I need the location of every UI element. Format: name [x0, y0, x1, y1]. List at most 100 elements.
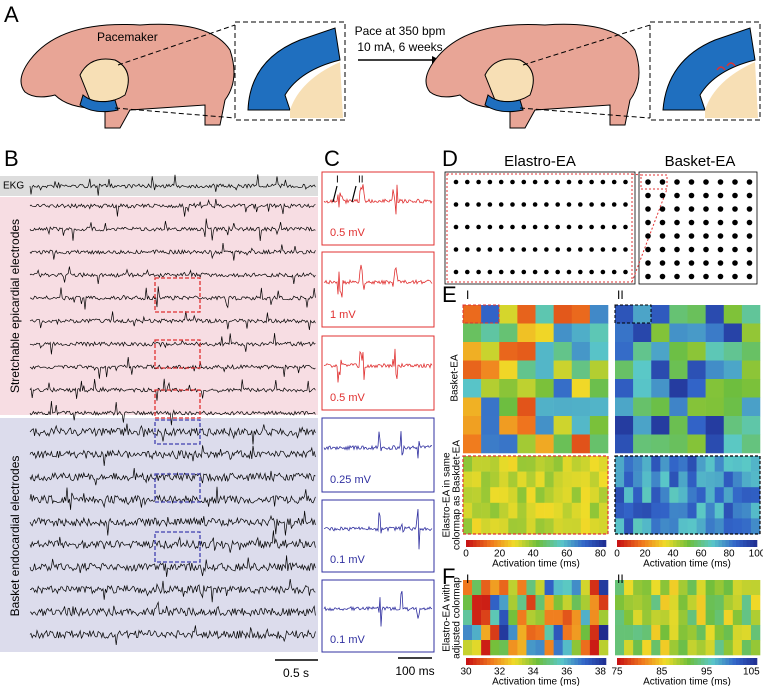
cell [499, 323, 518, 343]
electrode [510, 202, 515, 207]
cell [598, 625, 609, 641]
cell [535, 487, 545, 504]
trace-box [321, 171, 435, 246]
colorbar [715, 540, 719, 547]
electrode [487, 179, 493, 185]
electrode [611, 269, 617, 275]
cell [741, 640, 752, 656]
cell [472, 471, 482, 488]
cell [741, 610, 752, 626]
cell [499, 456, 509, 472]
cell [490, 456, 500, 472]
cell [714, 518, 725, 535]
cell [562, 625, 573, 641]
axis-label: Activation time (ms) [492, 559, 580, 570]
cell [463, 487, 473, 504]
cell [544, 595, 554, 611]
cell [660, 502, 670, 519]
cell [723, 342, 743, 361]
tick-label: 100 [749, 549, 763, 560]
cell [714, 487, 725, 504]
colorbar [557, 540, 561, 547]
cell [481, 456, 491, 472]
colorbar [753, 540, 758, 547]
cell [490, 595, 500, 611]
trace [29, 311, 316, 331]
trace [29, 625, 316, 646]
cell [535, 456, 545, 472]
electrode [476, 179, 481, 185]
cell [463, 580, 473, 596]
colorbar [634, 658, 639, 665]
cell [624, 595, 634, 611]
cell [642, 502, 652, 519]
cell [642, 487, 652, 504]
cell [687, 502, 697, 519]
electrode [659, 219, 666, 226]
cell [580, 625, 591, 641]
cell [732, 518, 743, 535]
cell [571, 595, 582, 611]
trace [323, 184, 433, 215]
electrode [659, 273, 666, 280]
cell [562, 610, 573, 626]
colorbar [701, 540, 705, 547]
electrode [703, 246, 709, 253]
colorbar [518, 540, 523, 547]
tick-label: 85 [656, 667, 668, 678]
cell [651, 323, 670, 343]
colorbar [564, 658, 568, 665]
cell [705, 595, 715, 611]
cell [723, 625, 734, 641]
cell [660, 456, 670, 472]
row-label: Elastro-EA in same [442, 452, 453, 537]
cell [678, 502, 688, 519]
electrode [746, 206, 753, 212]
cell [687, 397, 706, 417]
cell [526, 456, 536, 472]
cell [669, 610, 679, 626]
cell [633, 397, 652, 417]
cell [553, 416, 573, 435]
cell [535, 397, 554, 417]
colorbar [715, 658, 719, 665]
cell [705, 305, 725, 324]
electrode [510, 247, 515, 252]
electrode [600, 247, 606, 252]
cell [714, 610, 725, 626]
colorbar [718, 658, 723, 665]
cell [741, 416, 761, 435]
electrode [498, 202, 504, 207]
colorbar [511, 658, 516, 665]
cell [517, 342, 536, 361]
cell [669, 416, 688, 435]
cell [553, 360, 573, 380]
cell [481, 305, 500, 324]
cell [481, 379, 500, 398]
colorbar [704, 540, 709, 547]
electrode [688, 179, 695, 185]
cell [544, 456, 554, 472]
cell [598, 595, 609, 611]
electrode [703, 206, 709, 212]
cell [526, 580, 536, 596]
tick-label: 60 [561, 549, 573, 560]
colorbar [652, 540, 656, 547]
cell [589, 323, 609, 343]
cell [589, 416, 609, 435]
axis-label: Activation time (ms) [492, 677, 580, 686]
electrode [453, 247, 459, 252]
tick-label: 75 [611, 667, 623, 678]
scale-label: 1 mV [330, 309, 356, 321]
colorbar [687, 658, 691, 665]
cell [624, 518, 634, 535]
cell [472, 580, 482, 596]
cell [589, 397, 609, 417]
colorbar [631, 658, 635, 665]
cell [741, 487, 752, 504]
cell [750, 502, 761, 519]
cell [669, 379, 688, 398]
frame [614, 455, 761, 535]
cell [517, 456, 527, 472]
cell [517, 360, 536, 380]
